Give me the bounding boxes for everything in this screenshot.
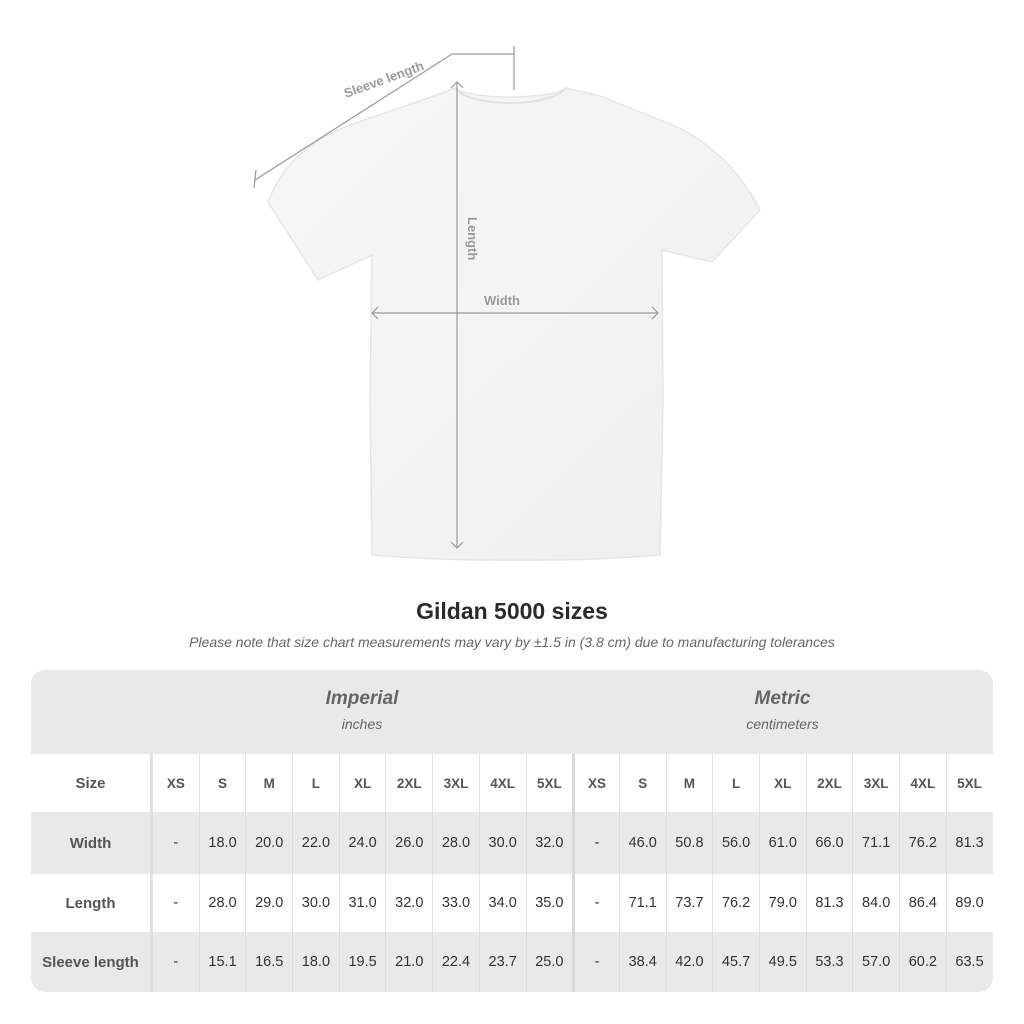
value-cell: 38.4: [618, 932, 666, 992]
width-label: Width: [484, 293, 520, 308]
value-cell: 33.0: [432, 874, 479, 932]
value-cell: 45.7: [712, 932, 759, 992]
value-cell: 84.0: [852, 874, 899, 932]
size-header-cell: L: [292, 754, 339, 812]
metric-header: Metric centimeters: [572, 670, 993, 754]
size-header-cell: 2XL: [805, 754, 853, 812]
row-label: Width: [31, 812, 152, 874]
size-header-cell: 3XL: [432, 754, 479, 812]
value-cell: -: [152, 932, 199, 992]
value-cell: 79.0: [758, 874, 806, 932]
value-cell: 50.8: [665, 812, 713, 874]
value-cell: 18.0: [292, 932, 339, 992]
value-cell: 76.2: [899, 812, 946, 874]
value-cell: 71.1: [852, 812, 899, 874]
value-cell: -: [572, 874, 619, 932]
value-cell: 81.3: [805, 874, 853, 932]
value-cell: 23.7: [478, 932, 526, 992]
value-cell: 81.3: [945, 812, 993, 874]
value-cell: 16.5: [245, 932, 292, 992]
value-cell: 73.7: [665, 874, 713, 932]
size-header-cell: L: [712, 754, 759, 812]
size-header-cell: 4XL: [478, 754, 526, 812]
size-row: Size XS S M L XL 2XL 3XL 4XL 5XL XS S M L XL 2XL 3XL 4XL…: [31, 754, 993, 812]
value-cell: 76.2: [712, 874, 759, 932]
size-header-cell: XS: [152, 754, 199, 812]
value-cell: 32.0: [385, 874, 432, 932]
value-cell: 24.0: [338, 812, 386, 874]
row-label: Length: [31, 874, 152, 932]
value-cell: 56.0: [712, 812, 759, 874]
value-cell: 86.4: [899, 874, 946, 932]
value-cell: 22.0: [292, 812, 339, 874]
value-cell: 19.5: [338, 932, 386, 992]
value-cell: 28.0: [432, 812, 479, 874]
row-label: Sleeve length: [31, 932, 152, 992]
value-cell: -: [152, 812, 199, 874]
imperial-unit: inches: [341, 716, 383, 732]
value-cell: 28.0: [198, 874, 246, 932]
size-header-cell: S: [198, 754, 246, 812]
value-cell: 66.0: [805, 812, 853, 874]
value-cell: 32.0: [525, 812, 573, 874]
size-header-cell: S: [618, 754, 666, 812]
value-cell: 71.1: [618, 874, 666, 932]
value-cell: 25.0: [525, 932, 573, 992]
size-header-cell: XL: [338, 754, 386, 812]
value-cell: 30.0: [478, 812, 526, 874]
value-cell: 15.1: [198, 932, 246, 992]
table-row-width: Width -18.0 20.0 22.0 24.0 26.0 28.0 30.0 32.0-…: [31, 812, 993, 874]
tolerance-note: Please note that size chart measurements…: [189, 634, 835, 650]
value-cell: 21.0: [385, 932, 432, 992]
table-row-sleeve-length: Sleeve length -15.1 16.5 18.0 19.5 21.0 22.4 2…: [31, 932, 993, 992]
value-cell: -: [572, 932, 619, 992]
value-cell: 46.0: [618, 812, 666, 874]
table-row-length: Length -28.0 29.0 30.0 31.0 32.0 33.0 34.0 35.0…: [31, 874, 993, 932]
size-header-cell: 4XL: [899, 754, 946, 812]
length-label: Length: [465, 217, 480, 260]
value-cell: 42.0: [665, 932, 713, 992]
value-cell: 31.0: [338, 874, 386, 932]
size-header-cell: XS: [572, 754, 619, 812]
size-header-cell: M: [245, 754, 292, 812]
size-header-cell: M: [665, 754, 713, 812]
value-cell: 20.0: [245, 812, 292, 874]
size-header-cell: XL: [758, 754, 806, 812]
metric-title: Metric: [754, 688, 811, 709]
size-row-label: Size: [31, 754, 152, 812]
value-cell: 26.0: [385, 812, 432, 874]
value-cell: 18.0: [198, 812, 246, 874]
size-header-cell: 2XL: [385, 754, 432, 812]
size-header-cell: 5XL: [525, 754, 573, 812]
value-cell: 57.0: [852, 932, 899, 992]
tshirt-diagram: Sleeve length Length Width: [253, 46, 761, 561]
value-cell: 35.0: [525, 874, 573, 932]
value-cell: 22.4: [432, 932, 479, 992]
imperial-title: Imperial: [325, 688, 399, 709]
metric-unit: centimeters: [746, 716, 819, 732]
size-table: Imperial inches Metric centimeters Size …: [31, 670, 993, 992]
value-cell: 60.2: [899, 932, 946, 992]
value-cell: 30.0: [292, 874, 339, 932]
size-header-cell: 3XL: [852, 754, 899, 812]
size-header-cell: 5XL: [945, 754, 993, 812]
measurement-lines: [253, 46, 659, 549]
value-cell: 89.0: [945, 874, 993, 932]
chart-title: Gildan 5000 sizes: [416, 598, 608, 624]
value-cell: 53.3: [805, 932, 853, 992]
value-cell: 29.0: [245, 874, 292, 932]
value-cell: 34.0: [478, 874, 526, 932]
tshirt-shape: [267, 87, 761, 561]
value-cell: 61.0: [758, 812, 806, 874]
value-cell: -: [152, 874, 199, 932]
value-cell: -: [572, 812, 619, 874]
value-cell: 49.5: [758, 932, 806, 992]
imperial-header: Imperial inches: [152, 670, 572, 754]
value-cell: 63.5: [945, 932, 993, 992]
